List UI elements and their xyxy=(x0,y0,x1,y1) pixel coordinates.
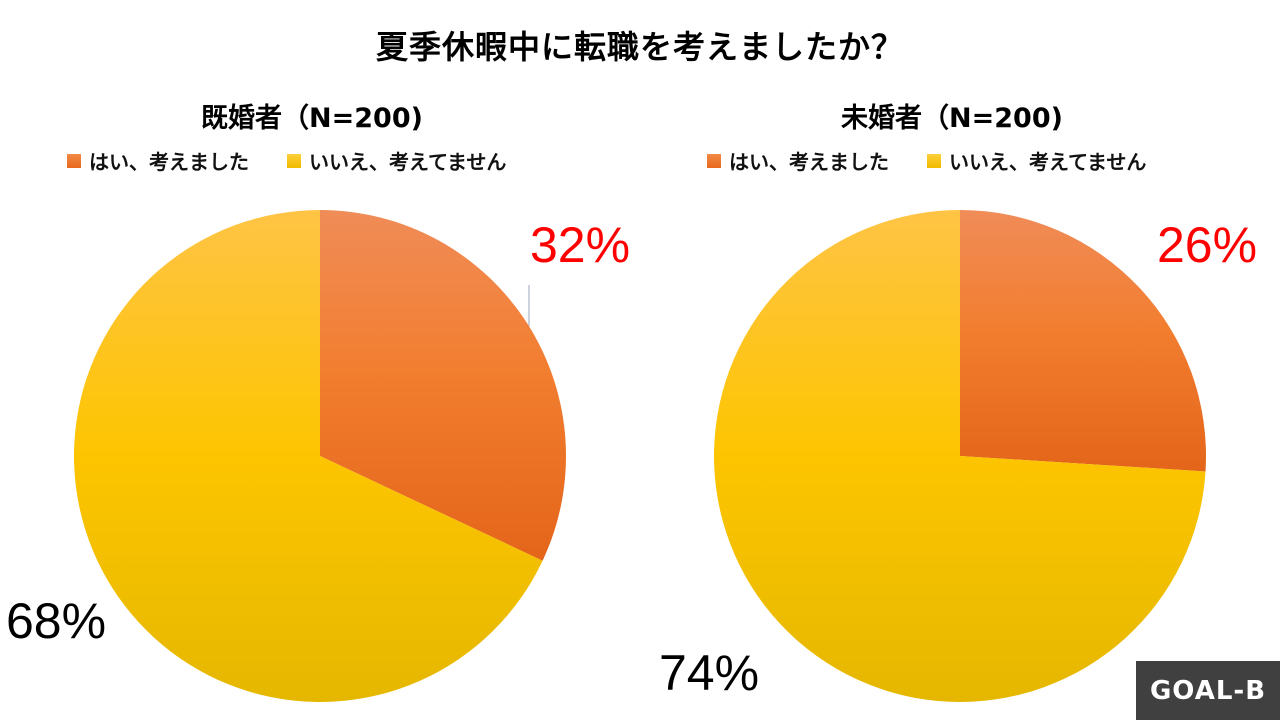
legend-label-yes: はい、考えました xyxy=(729,150,889,174)
pie-slice-yes xyxy=(960,210,1206,472)
legend-single: はい、考えました いいえ、考えてません xyxy=(707,146,1184,175)
legend-label-no: いいえ、考えてません xyxy=(309,150,507,174)
pct-label-single-yes: 26% xyxy=(1157,217,1258,273)
panel-title-single: 未婚者（N=200) xyxy=(841,103,1063,134)
legend-married: はい、考えました いいえ、考えてません xyxy=(67,146,544,175)
pie-married xyxy=(73,209,566,702)
pct-label-married-no: 68% xyxy=(6,593,107,649)
panel-title-married: 既婚者（N=200) xyxy=(201,103,423,134)
legend-label-no: いいえ、考えてません xyxy=(949,150,1147,174)
pie-slice-no xyxy=(73,209,543,702)
goal-b-logo: GOAL-B xyxy=(1136,661,1280,720)
legend-swatch-no-icon xyxy=(287,153,301,168)
pie-single xyxy=(714,210,1206,702)
pie-slice-no xyxy=(714,210,1206,702)
legend-swatch-yes-icon xyxy=(707,153,721,168)
pct-label-single-no: 74% xyxy=(659,645,760,701)
legend-swatch-no-icon xyxy=(927,153,941,168)
legend-item-yes: はい、考えました xyxy=(67,146,249,175)
legend-label-yes: はい、考えました xyxy=(89,150,249,174)
legend-swatch-yes-icon xyxy=(67,153,81,168)
legend-item-yes: はい、考えました xyxy=(707,146,889,175)
legend-item-no: いいえ、考えてません xyxy=(927,146,1146,175)
chart-main-title: 夏季休暇中に転職を考えましたか？ xyxy=(375,28,904,66)
legend-item-no: いいえ、考えてません xyxy=(287,146,506,175)
pct-label-married-yes: 32% xyxy=(530,217,631,273)
pie-slice-yes xyxy=(320,210,566,561)
